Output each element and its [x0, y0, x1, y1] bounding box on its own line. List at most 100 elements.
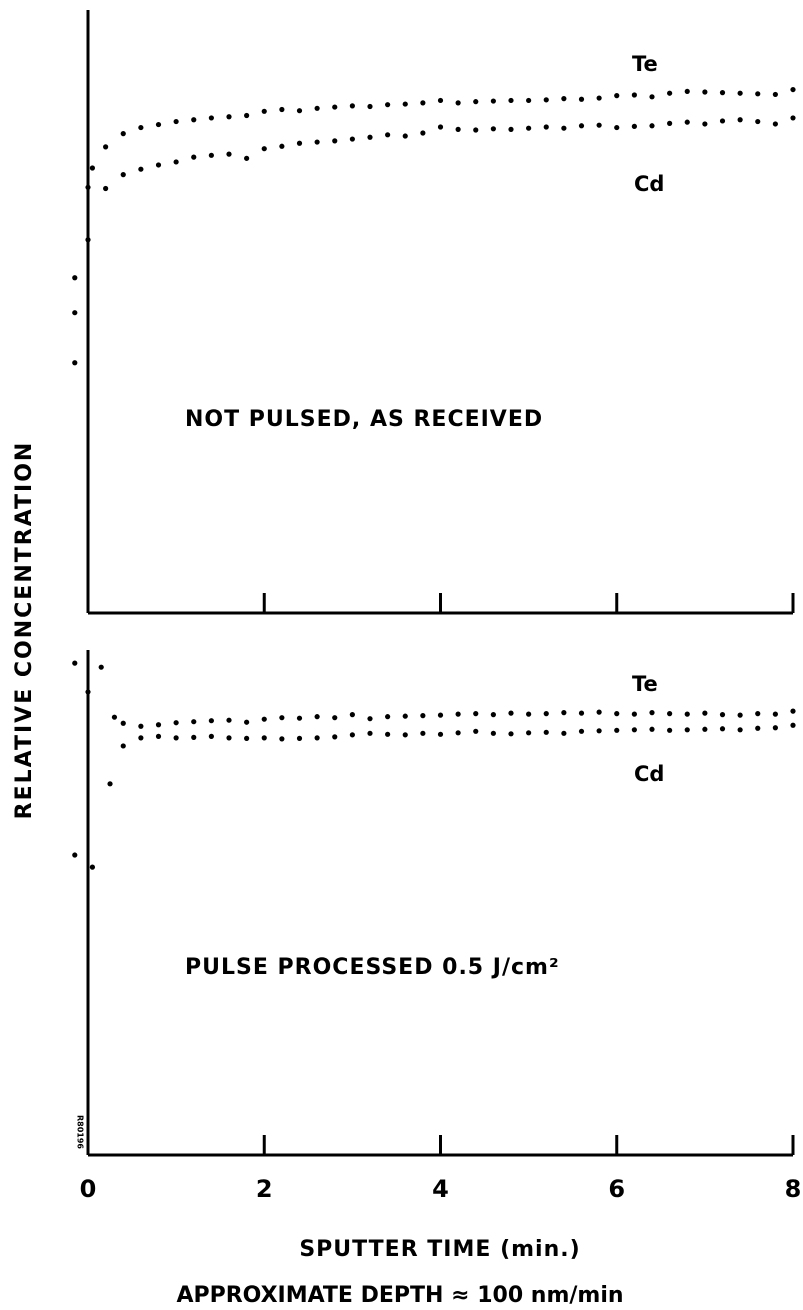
data-point: [332, 734, 338, 740]
data-point: [402, 713, 408, 719]
data-point: [684, 727, 690, 733]
series-label: Cd: [634, 172, 664, 196]
data-point: [155, 162, 162, 168]
data-point: [244, 719, 250, 725]
series-label: Cd: [634, 762, 664, 786]
panel-annotation: NOT PULSED, AS RECEIVED: [185, 407, 543, 432]
data-point: [332, 104, 338, 110]
x-tick-label: 8: [785, 1175, 802, 1203]
data-point: [772, 91, 778, 98]
data-point: [719, 726, 726, 732]
data-point: [649, 710, 655, 716]
data-point: [173, 159, 179, 165]
data-point: [490, 712, 496, 718]
data-point: [155, 722, 162, 728]
data-point: [402, 133, 408, 139]
data-point: [226, 735, 232, 741]
data-point: [702, 89, 708, 95]
data-point: [455, 711, 461, 717]
data-point: [578, 123, 585, 129]
data-point: [261, 735, 267, 741]
data-point: [473, 711, 479, 717]
data-point: [473, 728, 479, 734]
data-point: [649, 123, 655, 129]
data-point: [543, 729, 549, 735]
data-point: [244, 112, 250, 119]
data-point: [244, 735, 250, 741]
data-point: [120, 720, 126, 726]
data-point: [173, 735, 179, 741]
data-point: [684, 88, 690, 95]
data-point: [755, 91, 761, 97]
data-point: [111, 714, 118, 720]
data-point: [349, 712, 355, 718]
data-point: [561, 96, 567, 102]
data-point: [349, 732, 355, 738]
data-point: [702, 710, 708, 716]
data-point: [191, 719, 197, 725]
data-point: [138, 166, 144, 172]
data-point: [314, 714, 320, 720]
data-point: [561, 125, 567, 131]
data-point: [596, 122, 602, 128]
data-point: [614, 93, 620, 99]
data-point: [772, 725, 778, 731]
data-point: [103, 185, 109, 192]
data-point: [719, 118, 726, 124]
data-point: [138, 735, 144, 741]
data-point: [279, 143, 285, 149]
data-point: [420, 100, 426, 106]
data-point: [631, 711, 637, 717]
data-point: [596, 728, 602, 734]
data-point: [385, 102, 391, 108]
data-point: [226, 151, 232, 157]
data-point: [649, 94, 655, 100]
data-point: [755, 118, 761, 125]
data-point: [437, 712, 444, 718]
data-point: [596, 95, 602, 101]
data-point: [437, 124, 444, 130]
data-point: [226, 717, 232, 723]
depth-note: APPROXIMATE DEPTH ≈ 100 nm/min: [176, 1283, 623, 1308]
data-point: [367, 103, 373, 110]
data-point: [508, 731, 514, 737]
data-point: [631, 123, 637, 129]
data-point: [72, 310, 78, 316]
data-point: [261, 716, 267, 722]
data-point: [631, 92, 637, 98]
data-point: [790, 722, 796, 728]
data-point: [596, 709, 602, 715]
data-point: [490, 98, 496, 104]
data-point: [226, 114, 232, 120]
data-point: [526, 730, 532, 736]
data-point: [667, 120, 673, 126]
data-point: [332, 138, 338, 144]
data-point: [667, 711, 673, 717]
data-point: [543, 97, 549, 103]
data-point: [191, 117, 197, 123]
data-point: [737, 117, 743, 123]
data-point: [173, 720, 179, 726]
data-point: [526, 125, 532, 131]
data-point: [719, 712, 726, 718]
data-point: [790, 86, 796, 93]
data-point: [72, 360, 78, 366]
series-label: Te: [632, 52, 658, 76]
data-point: [402, 732, 408, 738]
data-point: [508, 126, 514, 132]
data-point: [314, 105, 320, 111]
data-point: [261, 146, 267, 152]
data-point: [279, 715, 285, 721]
data-point: [561, 710, 567, 716]
data-point: [684, 119, 690, 125]
x-tick-label: 0: [80, 1175, 97, 1203]
data-point: [402, 101, 408, 107]
data-point: [208, 115, 214, 121]
series-label: Te: [632, 672, 658, 696]
data-point: [296, 735, 303, 741]
data-point: [667, 90, 673, 96]
data-point: [367, 134, 373, 140]
data-point: [578, 96, 585, 102]
data-point: [385, 132, 391, 138]
data-point: [138, 723, 144, 729]
